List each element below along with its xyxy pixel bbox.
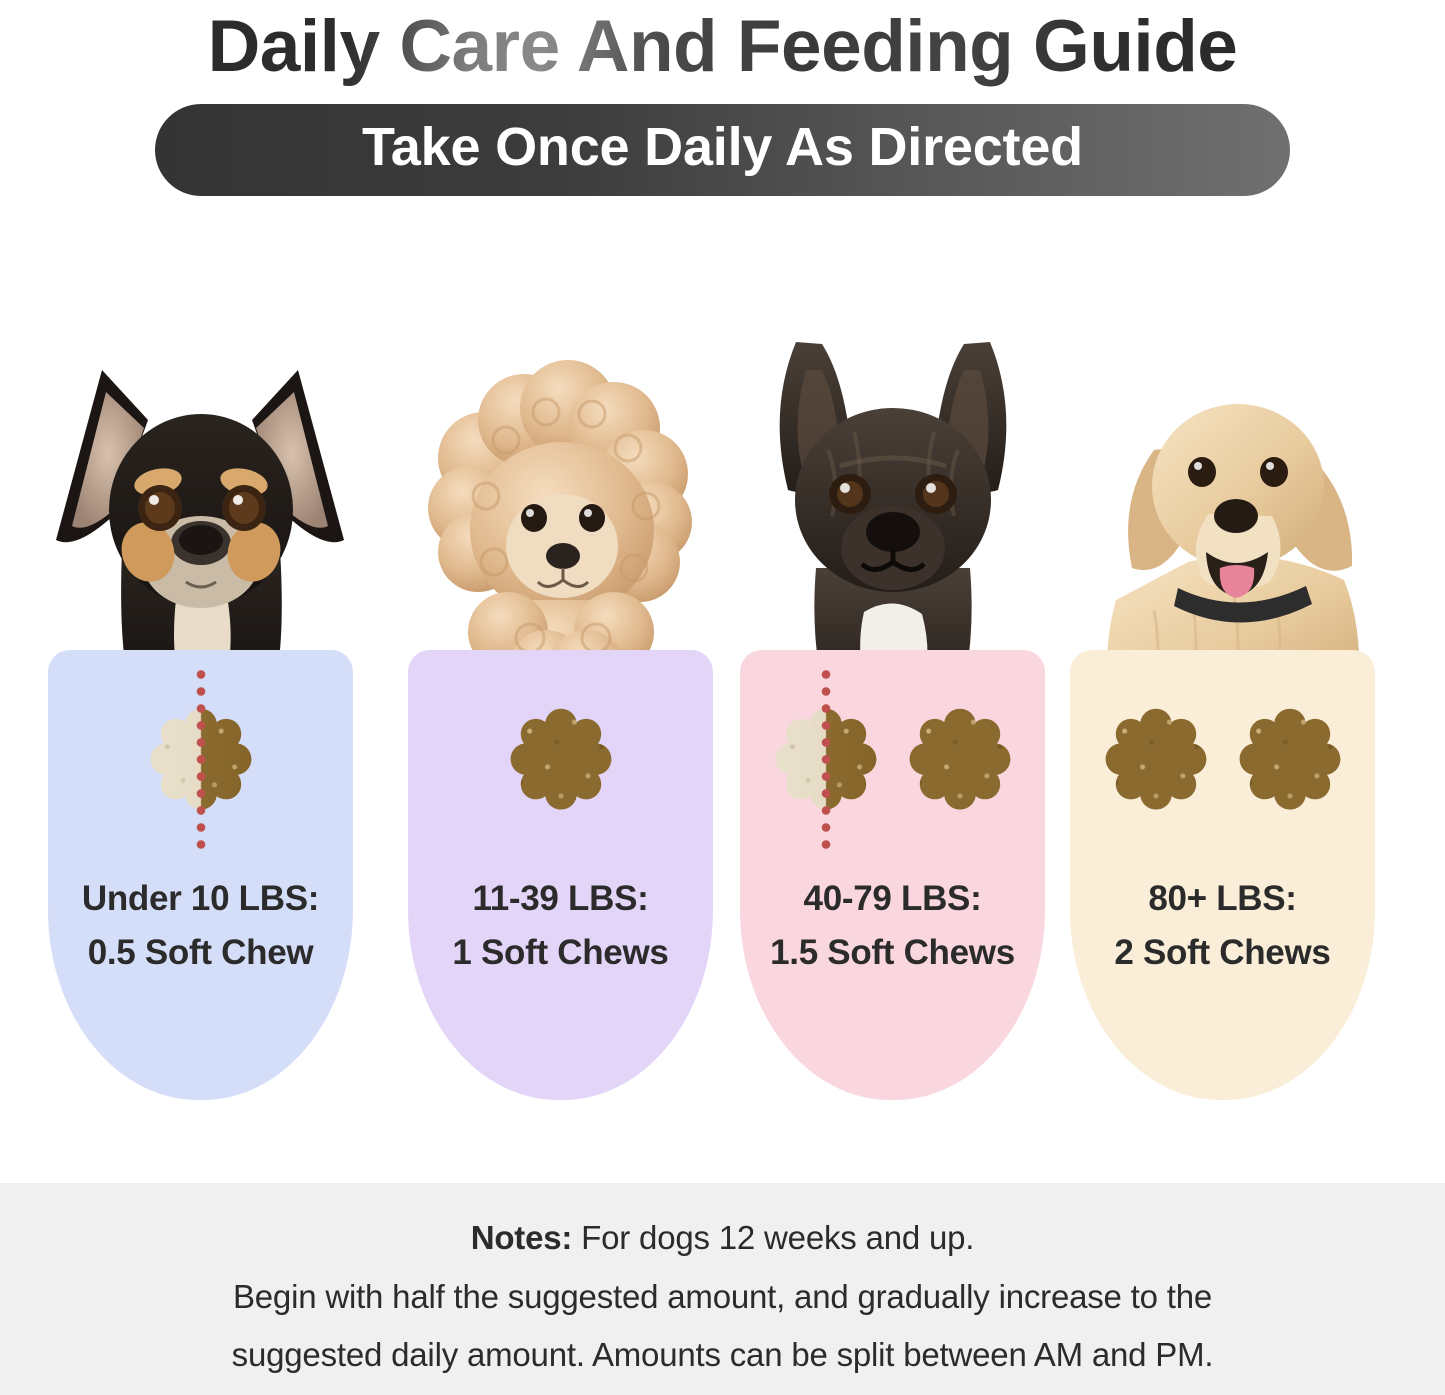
chew-row — [740, 666, 1045, 850]
card-text: 40-79 LBS: 1.5 Soft Chews — [740, 872, 1045, 981]
card-text: 80+ LBS: 2 Soft Chews — [1070, 872, 1375, 981]
notes-line-1-text: For dogs 12 weeks and up. — [572, 1219, 975, 1256]
dosage-cards: Under 10 LBS: 0.5 Soft Chew — [0, 300, 1445, 1115]
dosage-card-80-plus-lbs[interactable]: 80+ LBS: 2 Soft Chews — [1058, 300, 1388, 1115]
dose-label: 2 Soft Chews — [1114, 933, 1331, 973]
notes-line-2: Begin with half the suggested amount, an… — [232, 1277, 1213, 1315]
dog-photo-chihuahua — [36, 300, 366, 700]
weight-label: Under 10 LBS: — [81, 879, 320, 918]
chew-row — [408, 688, 713, 828]
notes-section: Notes: For dogs 12 weeks and up. Begin w… — [0, 1183, 1445, 1395]
page-title: Daily Care And Feeding Guide — [207, 6, 1238, 87]
card-text: Under 10 LBS: 0.5 Soft Chew — [48, 872, 353, 981]
notes-line-3: suggested daily amount. Amounts can be s… — [231, 1336, 1214, 1374]
weight-label: 11-39 LBS: — [472, 879, 649, 918]
card-panel: 80+ LBS: 2 Soft Chews — [1070, 650, 1375, 1100]
card-panel: Under 10 LBS: 0.5 Soft Chew — [48, 650, 353, 1100]
notes-label: Notes: — [470, 1219, 573, 1256]
chew-full — [504, 702, 617, 814]
card-panel: 11-39 LBS: 1 Soft Chews — [408, 650, 713, 1100]
dosage-card-under-10-lbs[interactable]: Under 10 LBS: 0.5 Soft Chew — [36, 300, 366, 1115]
chew-row — [1070, 688, 1375, 828]
chew-full — [1099, 702, 1212, 814]
directions-banner: Take Once Daily As Directed — [155, 103, 1290, 197]
dose-label: 1.5 Soft Chews — [770, 933, 1015, 973]
dosage-card-40-79-lbs[interactable]: 40-79 LBS: 1.5 Soft Chews — [728, 300, 1058, 1115]
dose-label: 1 Soft Chews — [452, 933, 669, 973]
dog-photo-french-bulldog — [728, 300, 1058, 700]
dosage-card-11-39-lbs[interactable]: 11-39 LBS: 1 Soft Chews — [396, 300, 726, 1115]
chew-full — [1233, 702, 1346, 814]
chew-half — [144, 666, 257, 850]
weight-label: 80+ LBS: — [1148, 879, 1297, 918]
header: Daily Care And Feeding Guide Take Once D… — [0, 0, 1445, 197]
notes-line-1: Notes: For dogs 12 weeks and up. — [0, 1209, 1445, 1268]
banner-wrapper: Take Once Daily As Directed — [0, 103, 1445, 197]
dog-photo-golden-retriever — [1058, 300, 1388, 700]
half-dose-divider — [196, 666, 205, 850]
banner-label: Take Once Daily As Directed — [362, 116, 1083, 177]
card-panel: 40-79 LBS: 1.5 Soft Chews — [740, 650, 1045, 1100]
chew-full — [903, 702, 1016, 814]
dose-label: 0.5 Soft Chew — [87, 933, 314, 973]
chew-half — [769, 666, 882, 850]
weight-label: 40-79 LBS: — [803, 879, 982, 918]
card-text: 11-39 LBS: 1 Soft Chews — [408, 872, 713, 981]
dog-photo-poodle — [396, 300, 726, 700]
chew-row — [48, 666, 353, 850]
half-dose-divider — [821, 666, 830, 850]
